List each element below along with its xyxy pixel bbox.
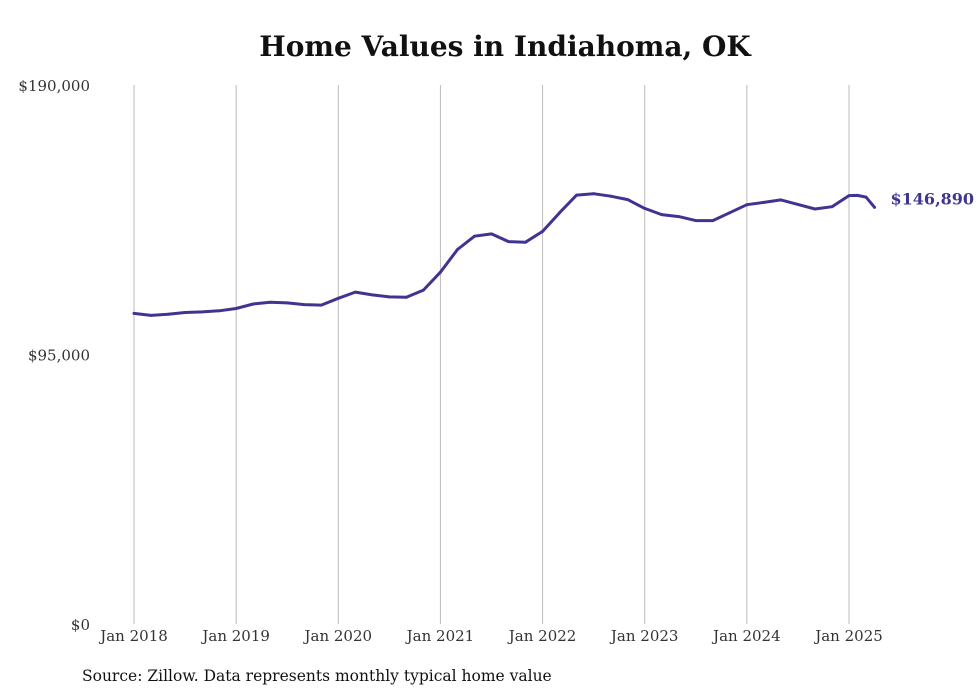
grid-lines — [133, 85, 850, 624]
data-point — [626, 198, 630, 202]
data-point — [132, 312, 136, 315]
data-point — [319, 303, 323, 307]
data-point — [336, 296, 340, 300]
data-point — [609, 194, 613, 198]
data-point — [370, 293, 374, 297]
data-point — [302, 303, 306, 306]
data-point — [166, 312, 170, 316]
data-point — [711, 219, 715, 223]
data-point — [541, 230, 544, 233]
data-point — [694, 219, 698, 223]
data-point — [183, 311, 187, 314]
data-point — [779, 198, 783, 202]
data-point — [353, 290, 357, 294]
data-point — [149, 314, 153, 317]
data-point — [490, 232, 493, 236]
x-axis-ticks: Jan 2018 Jan 2019 Jan 2020 Jan 2021 Jan 2022… — [98, 627, 883, 645]
data-point — [592, 192, 595, 196]
data-point — [796, 203, 800, 206]
data-point — [268, 300, 272, 304]
data-point — [524, 240, 527, 244]
data-point — [813, 207, 817, 211]
source-note: Source: Zillow. Data represents monthly … — [82, 667, 552, 685]
data-point — [830, 205, 834, 209]
data-point — [405, 295, 408, 299]
x-tick-label: Jan 2021 — [405, 627, 475, 645]
data-point — [217, 309, 221, 313]
data-point — [856, 194, 859, 197]
data-point — [234, 307, 238, 310]
data-point — [439, 270, 442, 274]
y-tick-label: $190,000 — [18, 77, 90, 95]
data-point — [200, 310, 204, 314]
data-point — [873, 205, 876, 209]
data-point — [473, 234, 476, 238]
data-point — [456, 248, 459, 251]
data-point — [660, 213, 664, 217]
data-point — [728, 211, 732, 215]
x-tick-label: Jan 2019 — [200, 627, 270, 645]
last-value-label: $146,890 — [891, 189, 975, 208]
data-point — [643, 207, 647, 210]
y-tick-label: $95,000 — [28, 347, 90, 365]
x-tick-label: Jan 2018 — [98, 627, 168, 645]
x-tick-label: Jan 2020 — [303, 627, 373, 645]
data-point — [422, 288, 425, 292]
x-tick-label: Jan 2022 — [507, 627, 577, 645]
x-tick-label: Jan 2025 — [813, 627, 883, 645]
data-point — [847, 194, 851, 198]
data-point — [388, 295, 391, 299]
data-point — [677, 215, 681, 219]
data-point — [762, 201, 766, 204]
x-tick-label: Jan 2023 — [609, 627, 679, 645]
x-tick-label: Jan 2024 — [711, 627, 781, 645]
data-point — [285, 301, 289, 305]
data-point — [558, 211, 561, 215]
data-point — [251, 302, 255, 306]
y-tick-label: $0 — [71, 616, 90, 634]
y-axis-ticks: $0 $95,000 $190,000 — [18, 77, 90, 634]
data-points — [132, 192, 876, 317]
data-point — [864, 195, 868, 199]
chart-title: Home Values in Indiahoma, OK — [259, 30, 751, 63]
data-point — [575, 193, 578, 197]
data-point — [745, 203, 749, 207]
home-value-line — [132, 192, 876, 317]
data-point — [507, 240, 510, 244]
line-chart: $0$95,000$190,000 Jan 2018 Jan 2019 Jan 20… — [18, 77, 975, 645]
